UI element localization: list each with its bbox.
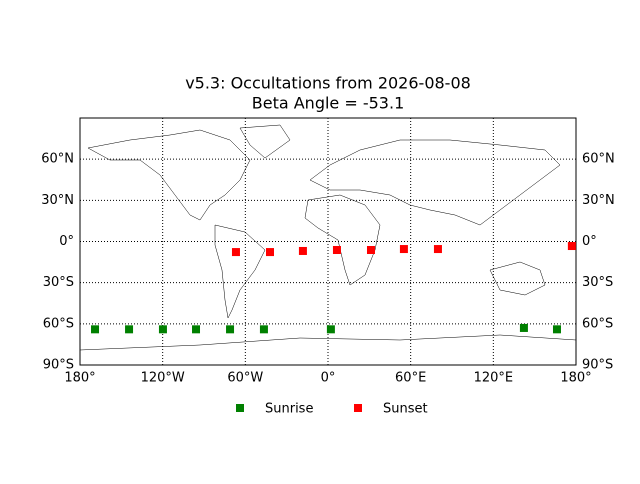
chart-title: v5.3: Occultations from 2026-08-08 — [185, 74, 471, 93]
coastlines — [79, 124, 577, 351]
x-tick-label: 60°W — [227, 371, 263, 386]
marker — [567, 242, 576, 251]
marker — [259, 325, 268, 334]
chart-subtitle: Beta Angle = -53.1 — [252, 94, 405, 113]
y-tick-label-right: 30°N — [582, 193, 615, 208]
marker — [231, 248, 240, 257]
marker — [332, 246, 341, 255]
y-tick-label-right: 60°N — [582, 152, 615, 167]
legend-marker — [354, 404, 362, 412]
y-tick-label-right: 90°S — [582, 358, 613, 373]
legend-label: Sunrise — [265, 402, 313, 417]
x-tick-label: 60°E — [395, 371, 426, 386]
x-tick-label: 180° — [560, 371, 591, 386]
marker — [91, 325, 100, 334]
marker — [265, 248, 274, 257]
y-tick-label: 30°N — [41, 193, 74, 208]
y-tick-label-right: 60°S — [582, 316, 613, 331]
x-tick-label: 180° — [64, 371, 95, 386]
marker — [519, 323, 528, 332]
marker — [552, 325, 561, 334]
marker — [192, 325, 201, 334]
y-tick-label: 0° — [59, 234, 74, 249]
y-tick-label: 90°S — [43, 358, 74, 373]
marker — [433, 245, 442, 254]
marker — [399, 245, 408, 254]
y-tick-label-right: 0° — [582, 234, 597, 249]
marker — [226, 325, 235, 334]
x-tick-label: 120°E — [474, 371, 514, 386]
marker — [326, 325, 335, 334]
marker — [298, 246, 307, 255]
marker — [125, 325, 134, 334]
legend-marker — [236, 404, 244, 412]
marker — [366, 246, 375, 255]
x-tick-label: 120°W — [141, 371, 185, 386]
legend-label: Sunset — [383, 402, 428, 417]
y-tick-label: 30°S — [43, 275, 74, 290]
y-tick-label: 60°N — [41, 152, 74, 167]
y-tick-label-right: 30°S — [582, 275, 613, 290]
marker — [158, 325, 167, 334]
y-tick-label: 60°S — [43, 316, 74, 331]
x-tick-label: 0° — [321, 371, 336, 386]
